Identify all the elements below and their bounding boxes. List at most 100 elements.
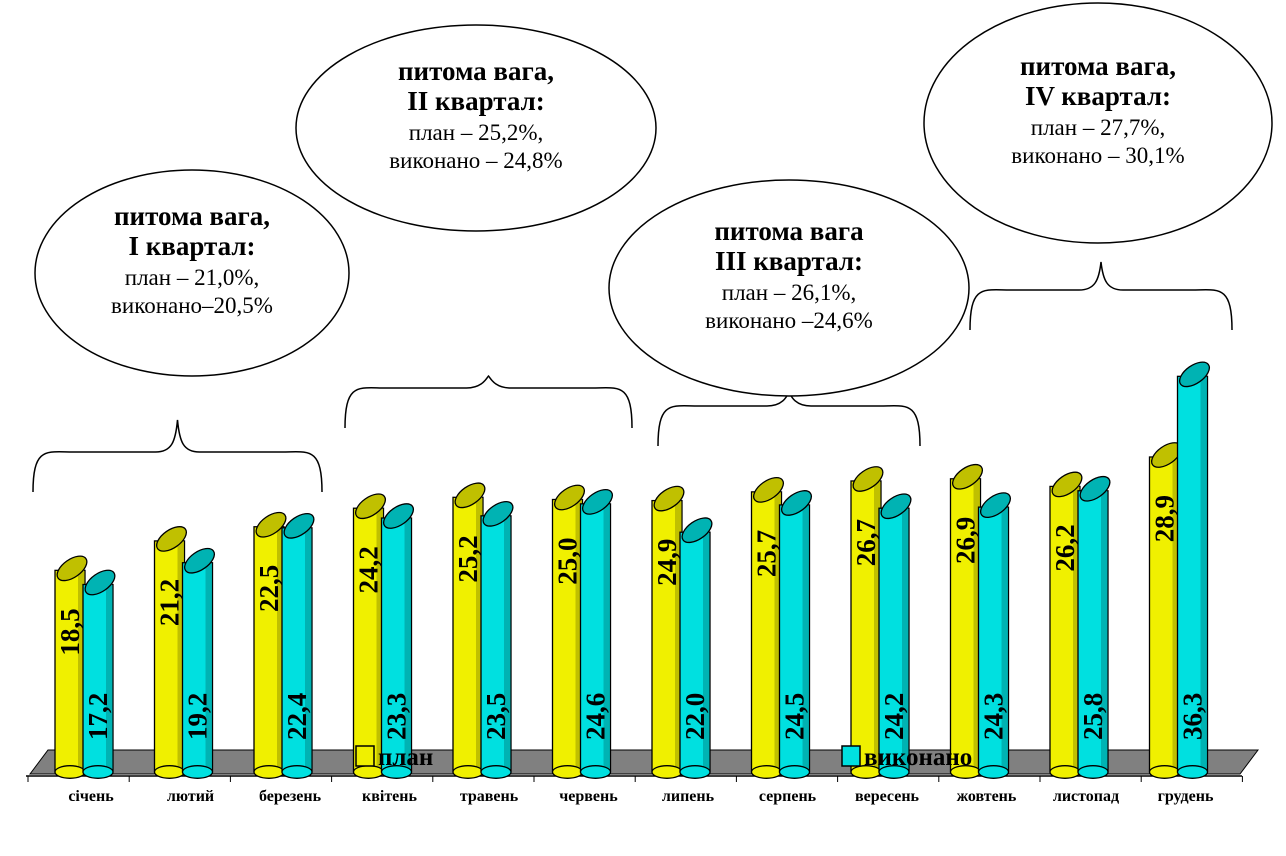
bar-plan-9-top — [852, 466, 884, 492]
value-label-done: 17,2 — [83, 693, 113, 740]
value-label-done: 19,2 — [183, 693, 213, 740]
bar-plan-3-base — [253, 765, 285, 779]
bar-plan-12-shade — [1172, 456, 1179, 772]
bar-plan-11-base — [1049, 765, 1081, 779]
bar-plan-1-shade — [78, 570, 84, 772]
value-label-done: 24,3 — [979, 693, 1009, 740]
bar-done-1-base — [82, 765, 114, 779]
bar-done-8-base — [778, 765, 811, 779]
value-label-plan: 25,2 — [453, 535, 483, 582]
bar-done-4-shade — [404, 518, 411, 772]
legend-swatch — [355, 745, 375, 767]
bubble-title: питома вага, — [114, 201, 270, 231]
bar-plan-2 — [153, 526, 188, 779]
legend-label: план — [378, 744, 433, 771]
bar-plan-8-base — [750, 765, 783, 779]
quarter-bubble — [34, 169, 350, 377]
bar-plan-7-top — [653, 485, 685, 512]
bar-done-5-base — [480, 765, 512, 779]
bar-done-7 — [679, 517, 713, 779]
bar-plan-7-base — [651, 765, 683, 779]
bar-plan-3-shade — [277, 526, 283, 772]
value-label-done: 22,0 — [680, 693, 710, 740]
bar-done-8-shade — [802, 504, 809, 772]
bubble-title: питома вага, — [398, 56, 554, 86]
bar-plan-6 — [551, 484, 586, 779]
bar-done-6-top — [581, 488, 614, 515]
bar-plan-3-top — [255, 511, 287, 538]
bubble-title: питома вага — [714, 216, 864, 246]
bar-done-9-base — [878, 765, 910, 779]
value-label-plan: 21,2 — [155, 579, 185, 626]
bar-done-3-base — [281, 765, 313, 779]
bar-plan-8-shade — [774, 491, 781, 772]
value-label-plan: 25,0 — [553, 538, 583, 585]
x-tick-label: жовтень — [957, 788, 1017, 805]
bar-plan-5-top — [454, 482, 486, 509]
value-label-done: 25,8 — [1078, 693, 1108, 740]
value-label-plan: 24,2 — [354, 546, 384, 593]
bar-done-12-top — [1178, 361, 1211, 388]
bar-plan-10-shade — [973, 478, 980, 772]
value-label-plan: 22,5 — [254, 565, 284, 612]
bar-done-3-top — [283, 512, 315, 539]
x-tick-label: вересень — [855, 788, 920, 805]
bubble-text: план – 26,1%, — [722, 280, 856, 305]
bar-done-10 — [977, 492, 1012, 779]
quarter-brace — [344, 374, 633, 429]
bar-plan-3 — [253, 511, 287, 779]
bar-done-4-top — [382, 503, 415, 529]
bar-plan-5 — [452, 482, 486, 779]
bar-plan-8 — [750, 476, 785, 779]
x-tick-label: лютий — [167, 788, 214, 805]
bar-plan-11-shade — [1073, 486, 1079, 772]
bar-done-3 — [281, 512, 315, 779]
x-tick-label: квітень — [362, 788, 417, 805]
bar-plan-8-top — [752, 476, 785, 503]
bar-plan-10 — [949, 463, 984, 779]
value-label-plan: 18,5 — [55, 608, 85, 655]
bar-plan-11 — [1049, 471, 1083, 779]
bar-done-9-top — [880, 493, 912, 520]
bubble-text: план – 27,7%, — [1031, 115, 1165, 140]
bar-plan-6-base — [551, 765, 584, 779]
bar-done-11 — [1077, 475, 1111, 779]
quarter-brace — [32, 419, 323, 493]
bar-done-5-shade — [504, 515, 510, 772]
bar-plan-9-shade — [874, 480, 880, 772]
bar-done-1-shade — [106, 584, 112, 772]
value-label-plan: 24,9 — [652, 539, 682, 586]
bar-done-5-top — [482, 500, 514, 527]
x-tick-label: грудень — [1158, 788, 1214, 805]
bubble-text: виконано –24,6% — [705, 308, 873, 333]
bubble-text: виконано – 24,8% — [389, 148, 562, 173]
bar-done-12-shade — [1200, 376, 1207, 772]
bar-done-9 — [878, 493, 912, 779]
x-tick-label: січень — [68, 788, 114, 805]
x-tick-label: листопад — [1053, 788, 1119, 805]
quarter-bubble — [295, 24, 657, 232]
bar-plan-6-top — [553, 484, 586, 511]
bubble-title: I квартал: — [128, 231, 255, 261]
bar-done-10-shade — [1001, 507, 1008, 772]
value-label-plan: 26,9 — [951, 517, 981, 564]
bar-done-11-shade — [1101, 490, 1107, 772]
bar-done-7-base — [679, 765, 711, 779]
value-label-plan: 25,7 — [752, 530, 782, 577]
legend-label: виконано — [864, 744, 972, 771]
bar-done-11-top — [1079, 475, 1111, 502]
bar-plan-12 — [1148, 442, 1183, 779]
bubble-title: II квартал: — [407, 86, 545, 116]
bar-plan-2-base — [153, 765, 186, 779]
bar-done-1-top — [84, 569, 116, 596]
bar-done-1 — [82, 569, 116, 779]
bar-done-10-base — [977, 765, 1010, 779]
bar-plan-4-top — [354, 493, 387, 520]
bubble-text: план – 21,0%, — [125, 265, 259, 290]
bar-done-6-shade — [603, 503, 610, 772]
x-tick-label: липень — [662, 788, 715, 805]
value-label-done: 24,2 — [879, 693, 909, 740]
bar-done-3-shade — [305, 527, 311, 772]
bar-plan-4-shade — [376, 508, 383, 772]
bar-done-2-top — [183, 547, 216, 574]
